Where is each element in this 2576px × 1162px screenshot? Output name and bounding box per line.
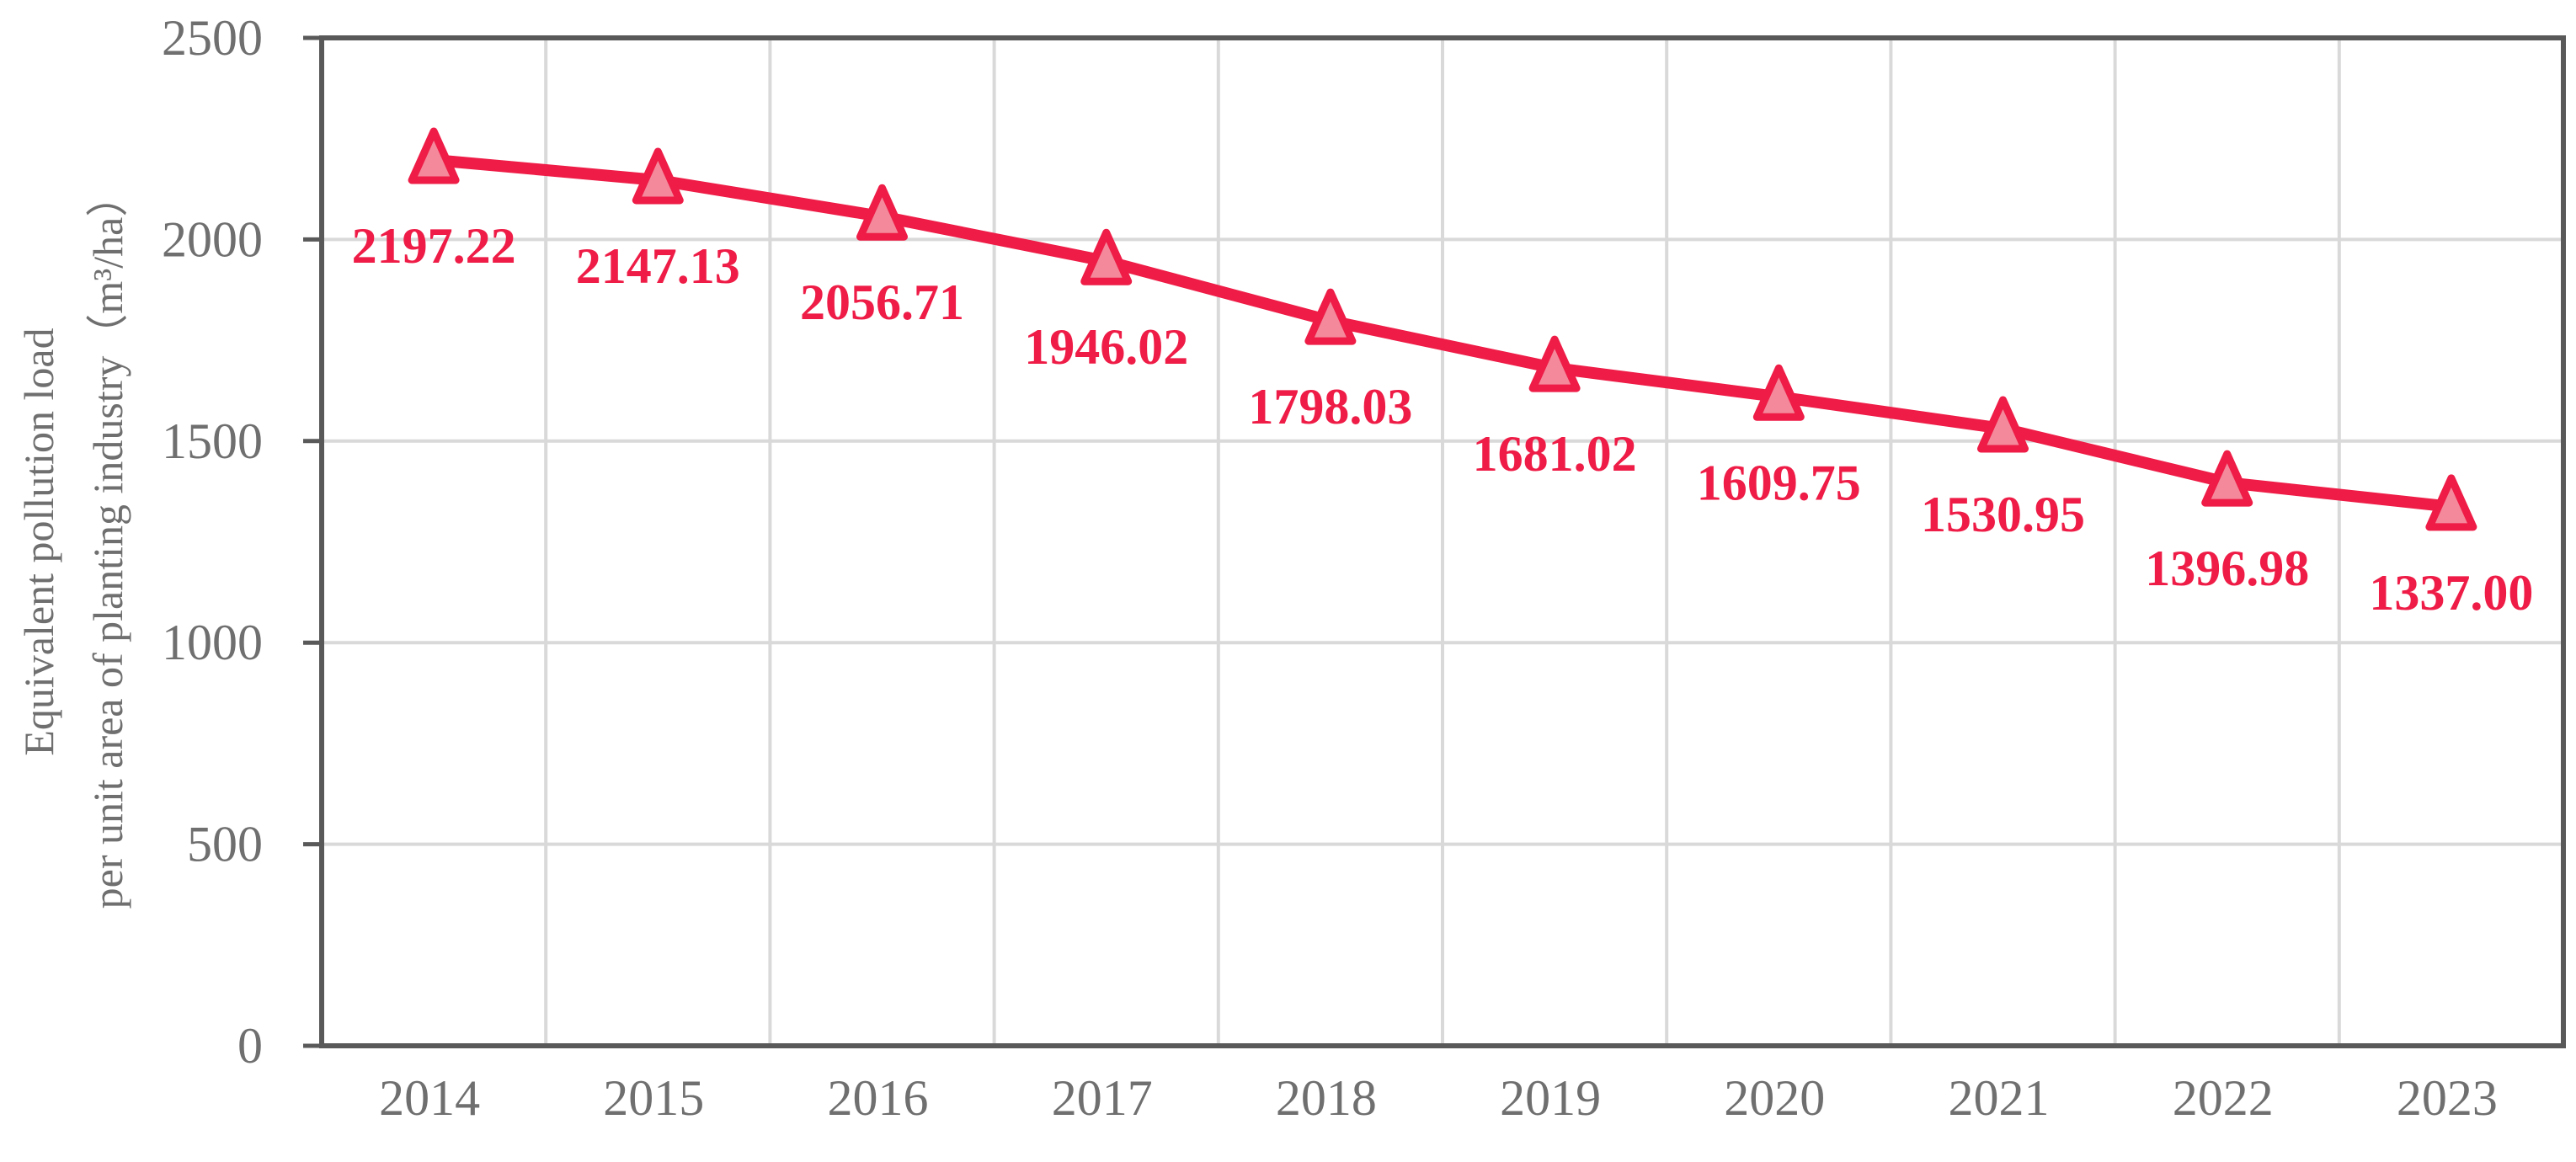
triangle-marker: [1304, 288, 1357, 345]
x-tick-label: 2018: [1276, 1070, 1377, 1126]
x-tick-label: 2021: [1949, 1070, 2050, 1126]
axis-layer: [303, 35, 2566, 1048]
data-labels: 2197.22 2147.13 2056.71 1946.02 1798.03 1681.…: [352, 218, 2534, 621]
marker-layer: [408, 127, 2477, 531]
data-label: 2197.22: [352, 218, 516, 274]
series-line: [428, 154, 2457, 513]
y-tick-label: 1500: [162, 413, 263, 469]
data-label: 1946.02: [1024, 319, 1188, 375]
triangle-marker: [856, 184, 908, 241]
triangle-marker: [1752, 364, 1805, 421]
triangle-marker: [408, 127, 460, 184]
x-tick-label: 2014: [379, 1070, 480, 1126]
triangle-marker: [2201, 450, 2253, 507]
x-tick-label: 2016: [828, 1070, 929, 1126]
y-tick-label: 500: [187, 817, 263, 872]
data-label: 1396.98: [2145, 541, 2309, 596]
triangle-marker: [2425, 474, 2477, 531]
data-label: 1609.75: [1697, 455, 1861, 510]
triangle-marker: [1977, 396, 2029, 453]
x-tick-label: 2020: [1724, 1070, 1825, 1126]
data-label: 2147.13: [576, 238, 740, 294]
y-axis-title-line: Equivalent pollution load: [15, 328, 62, 755]
data-label: 1530.95: [1921, 487, 2085, 542]
y-tick-label: 2000: [162, 211, 263, 267]
x-tick-label: 2017: [1052, 1070, 1153, 1126]
data-label: 1337.00: [2369, 565, 2533, 621]
plot-frame: [319, 35, 2566, 1048]
x-tick-label: 2022: [2173, 1070, 2274, 1126]
x-tick-label: 2023: [2397, 1070, 2498, 1126]
data-label: 1798.03: [1248, 379, 1412, 434]
x-tick-labels: 2014 2015 2016 2017 2018 2019 2020 2021 2022 2023: [379, 1070, 2498, 1126]
data-label: 1681.02: [1473, 426, 1637, 482]
series-layer: [428, 154, 2457, 513]
grid-layer: [322, 38, 2563, 1046]
y-tick-label: 2500: [162, 10, 263, 66]
y-tick-label: 0: [237, 1018, 263, 1074]
y-axis-title: Equivalent pollution load per unit area o…: [15, 175, 131, 909]
y-axis-title-line: per unit area of planting industry（m³/ha…: [84, 175, 131, 909]
triangle-marker: [1080, 228, 1133, 285]
x-tick-label: 2019: [1500, 1070, 1601, 1126]
y-tick-label: 1000: [162, 615, 263, 670]
data-label: 2056.71: [800, 275, 964, 330]
triangle-marker: [632, 147, 684, 205]
y-tick-labels: 0 500 1000 1500 2000 2500: [162, 10, 263, 1074]
x-tick-label: 2015: [603, 1070, 704, 1126]
triangle-marker: [1528, 335, 1581, 392]
